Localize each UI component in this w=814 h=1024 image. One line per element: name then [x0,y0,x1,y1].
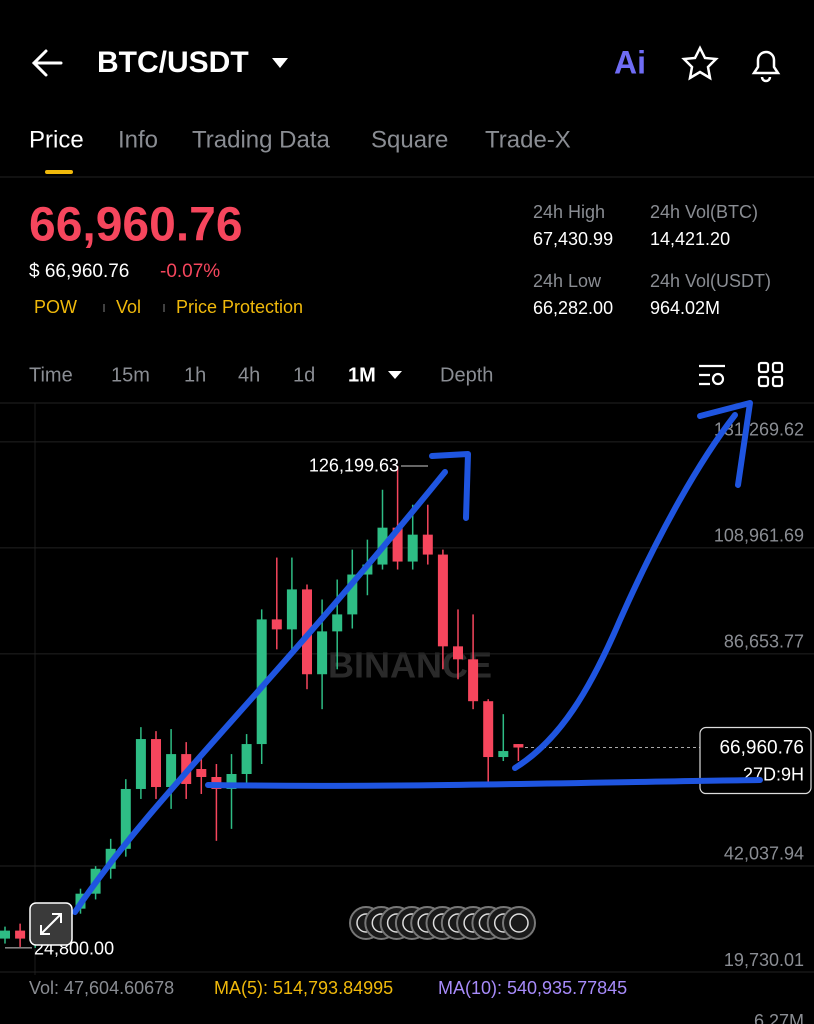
stat-value: 14,421.20 [650,229,730,249]
stat-value: 66,282.00 [533,298,613,318]
layout-icon[interactable] [757,361,784,388]
candle-body [498,751,509,758]
ai-button[interactable]: Ai [614,44,646,80]
last-price: 66,960.76 [29,199,243,252]
candle-body [286,589,297,630]
candle-body [151,739,161,788]
stat-label: 24h Vol(USDT) [650,271,771,291]
interval-dropdown[interactable] [388,371,402,379]
stat-value: 67,430.99 [533,229,613,249]
interval-bar: Time 15m 1h 4h 1d 1M Depth [29,364,493,386]
favorite-button[interactable] [681,45,719,81]
candle-body [241,744,252,775]
interval[interactable]: 1d [293,364,315,386]
candle-body [135,739,146,789]
last-price-label: 66,960.76 [719,738,804,759]
interval[interactable]: Depth [440,364,493,386]
y-tick-label: 19,730.01 [724,950,804,970]
candle-body [422,534,433,555]
candle-body [15,930,26,939]
live-avatars[interactable] [349,906,536,940]
interval[interactable]: 4h [238,364,260,386]
tab[interactable]: Trading Data [192,126,331,153]
stat-label: 24h High [533,202,605,222]
candle-body [483,701,494,758]
stat-value: 964.02M [650,298,720,318]
alert-button[interactable] [751,50,781,83]
stat-label: 24h Low [533,271,602,291]
tag: POW [34,297,77,317]
candle-body [392,527,403,562]
back-button[interactable] [31,49,63,77]
y-tick-label: 108,961.69 [714,526,804,546]
pair-dropdown[interactable] [272,58,288,68]
interval[interactable]: 1M [348,364,376,386]
candle-body [437,554,448,647]
vol-indicator: Vol: 47,604.60678 [29,978,174,998]
candle-body [226,774,237,789]
ma5-indicator: MA(5): 514,793.84995 [214,978,393,998]
tab[interactable]: Info [118,126,158,153]
candle-body [453,646,463,660]
settings-icon[interactable] [699,364,725,386]
candle-body [332,614,343,632]
candle-body [317,631,328,675]
candle-body [196,769,207,777]
tab-bar: Price Info Trading Data Square Trade-X [29,126,571,153]
active-tab-indicator [45,170,73,174]
tag: Vol [116,297,141,317]
y-tick-label: 42,037.94 [724,844,804,864]
last-price-tag[interactable] [699,726,812,795]
candle-body [0,930,10,939]
watermark: BINANCE [328,645,492,686]
tab[interactable]: Price [29,126,84,153]
stats: 24h High 67,430.99 24h Vol(BTC) 14,421.20 24… [533,202,771,318]
candle-body [407,534,418,562]
ma10-indicator: MA(10): 540,935.77845 [438,978,627,998]
y-tick-label: 131,269.62 [714,420,804,440]
candle-body [347,574,358,615]
candle-body [256,619,267,745]
interval[interactable]: 15m [111,364,150,386]
interval[interactable]: 1h [184,364,206,386]
candle-body [513,744,524,748]
tab[interactable]: Square [371,126,448,153]
pair-title[interactable]: BTC/USDT [97,46,249,79]
usd-price: $ 66,960.76 [29,261,129,282]
interval[interactable]: Time [29,364,73,386]
max-label: 126,199.63 [309,456,399,476]
candle-body [120,788,131,849]
expand-icon [40,913,62,935]
tag: Price Protection [176,297,303,317]
y-tick-label: 86,653.77 [724,632,804,652]
hand-drawn-arrows [72,400,763,915]
stat-label: 24h Vol(BTC) [650,202,758,222]
tab[interactable]: Trade-X [485,126,571,153]
avatar[interactable] [502,906,536,940]
candlestick-chart: 131,269.62 108,961.69 86,653.77 42,037.94 19… [0,420,814,973]
tag-row: POW Vol Price Protection [34,297,303,317]
candle-body [271,619,282,630]
price-change: -0.07% [160,261,220,282]
candle-body [468,659,479,702]
avatar-globe [509,913,529,933]
vol-axis-label: 6.27M [754,1011,804,1024]
candle-body [166,754,177,788]
